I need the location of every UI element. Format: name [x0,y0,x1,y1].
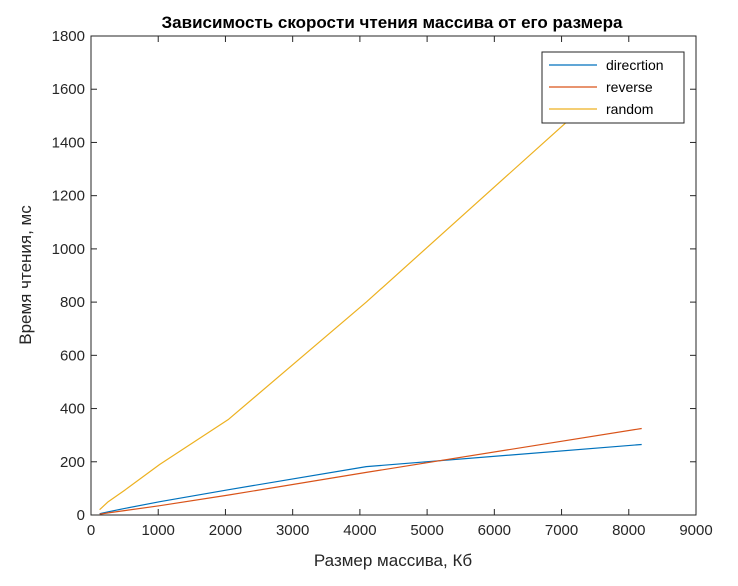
y-tick-label: 1400 [52,134,85,151]
x-tick-label: 7000 [545,522,578,539]
y-tick-label: 600 [60,347,85,364]
y-tick-label: 400 [60,401,85,418]
y-tick-label: 0 [77,507,85,524]
legend: direcrtion reverse random [541,51,685,124]
y-axis-label: Время чтения, мс [16,205,35,345]
y-tick-label: 1800 [52,28,85,45]
x-tick-label: 4000 [343,522,376,539]
series-line-direcrtion [99,443,642,515]
x-tick-label: 0 [87,522,95,539]
x-tick-label: 3000 [276,522,309,539]
y-tick-label: 1600 [52,81,85,98]
legend-label-random: random [606,101,653,117]
x-tick-label: 6000 [478,522,511,539]
y-axis: 0 200 400 600 800 1000 1200 1400 1600 1800 [52,28,696,524]
y-tick-label: 1000 [52,241,85,258]
series-line-reverse [99,427,642,515]
series-line-random [99,54,643,511]
x-tick-label: 2000 [209,522,242,539]
x-tick-label: 5000 [410,522,443,539]
legend-label-direcrtion: direcrtion [606,57,664,73]
axes-box [90,35,697,516]
y-tick-label: 200 [60,454,85,471]
legend-label-reverse: reverse [606,79,653,95]
y-tick-label: 800 [60,294,85,311]
series-layer [99,54,643,515]
x-tick-label: 9000 [679,522,712,539]
y-tick-label: 1200 [52,188,85,205]
x-tick-label: 1000 [142,522,175,539]
x-axis-label: Размер массива, Кб [314,551,472,570]
chart-title: Зависимость скорости чтения массива от е… [162,13,623,32]
x-axis: 0 1000 2000 3000 4000 5000 6000 7000 8000 9000 [87,36,713,539]
x-tick-label: 8000 [612,522,645,539]
